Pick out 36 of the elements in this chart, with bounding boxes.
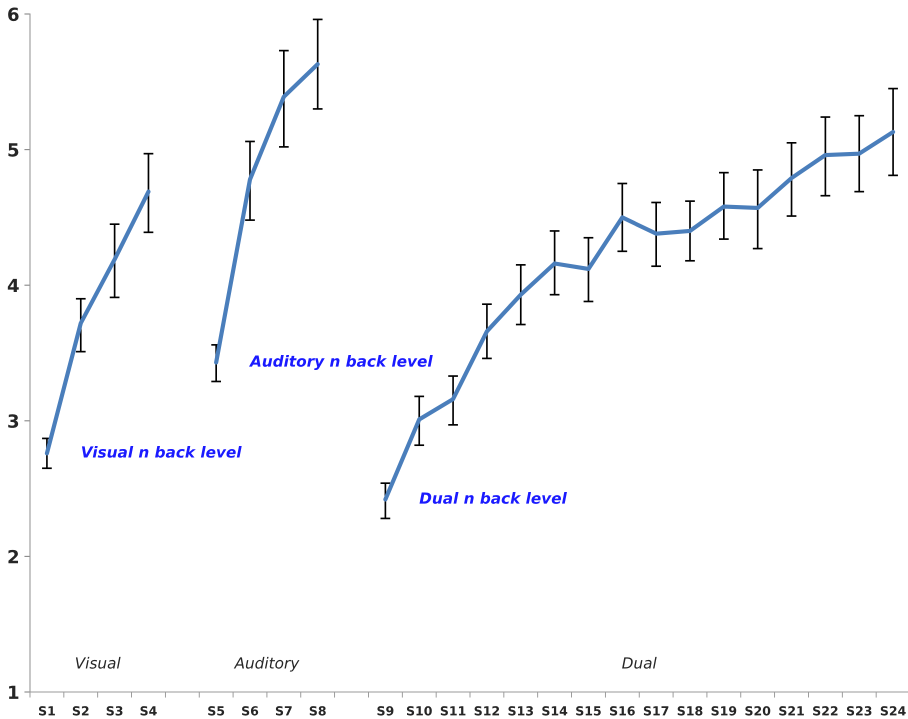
x-tick-label: S18 — [678, 706, 702, 716]
y-tick-label: 5 — [8, 143, 18, 157]
x-tick-label: S21 — [779, 706, 804, 716]
x-tick-label: S9 — [377, 706, 394, 716]
text: Visual n back level — [82, 446, 242, 458]
x-tick-label: S1 — [38, 706, 55, 716]
x-tick-label: S17 — [644, 706, 668, 716]
x-tick-label: S10 — [406, 706, 432, 716]
x-tick-label: S11 — [440, 706, 466, 716]
annotation: Visual — [76, 656, 121, 669]
annotation: Auditory — [234, 656, 300, 672]
y-tick-label: 6 — [8, 7, 19, 22]
annotation: Dual — [622, 656, 657, 669]
x-tick-label: S23 — [846, 706, 872, 716]
y-tick-label: 1 — [9, 686, 18, 699]
x-tick-label: S2 — [72, 706, 89, 716]
y-tick-label: 4 — [8, 278, 19, 292]
x-tick-label: S7 — [276, 706, 292, 716]
x-tick-label: S14 — [542, 706, 568, 716]
y-tick-label: 2 — [8, 550, 18, 564]
series-label: Dual n back level — [420, 492, 567, 504]
x-tick-label: S8 — [310, 706, 326, 716]
text: Auditory n back level — [249, 355, 433, 370]
x-tick-label: S6 — [242, 706, 258, 716]
x-tick-label: S15 — [576, 706, 601, 716]
x-tick-label: S19 — [712, 706, 736, 716]
x-tick-label: S4 — [140, 706, 157, 716]
x-tick-label: S3 — [106, 706, 122, 716]
x-tick-label: S22 — [813, 706, 838, 716]
x-tick-label: S20 — [745, 706, 770, 716]
x-tick-label: S13 — [508, 706, 533, 716]
x-tick-label: S24 — [880, 706, 906, 716]
x-tick-label: S12 — [474, 706, 500, 716]
x-tick-label: S5 — [208, 706, 224, 716]
y-tick-label: 3 — [8, 414, 18, 428]
x-tick-label: S16 — [610, 706, 635, 716]
